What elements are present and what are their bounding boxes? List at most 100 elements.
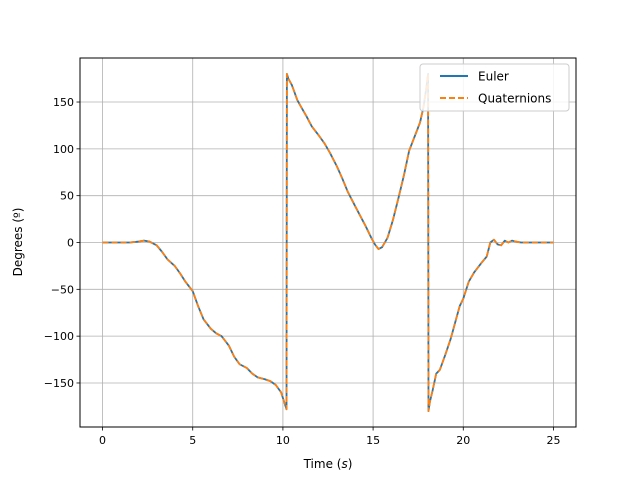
data-point (416, 132, 417, 133)
data-point (365, 226, 366, 227)
data-point (156, 245, 157, 246)
data-point (319, 135, 320, 136)
y-tick-label: 0 (67, 237, 74, 250)
data-point (360, 216, 361, 217)
data-point (228, 345, 229, 346)
data-point (428, 411, 429, 412)
data-point (494, 239, 495, 240)
data-point (508, 242, 509, 243)
data-point (439, 369, 440, 370)
data-point (306, 116, 307, 117)
data-point (297, 100, 298, 101)
gridlines (80, 58, 576, 427)
data-point (111, 242, 112, 243)
data-point (553, 242, 554, 243)
data-point (198, 306, 199, 307)
data-point (403, 176, 404, 177)
data-point (324, 143, 325, 144)
data-point (474, 272, 475, 273)
data-point (284, 403, 285, 404)
data-point (246, 368, 247, 369)
data-point (292, 85, 293, 86)
data-point (301, 106, 302, 107)
data-point (257, 377, 258, 378)
data-point (162, 251, 163, 252)
data-point (120, 242, 121, 243)
data-point (378, 249, 379, 250)
data-point (420, 122, 421, 123)
data-point (342, 178, 343, 179)
data-point (526, 242, 527, 243)
y-tick-label: −150 (44, 377, 74, 390)
data-point (216, 333, 217, 334)
data-point (221, 336, 222, 337)
data-point (203, 319, 204, 320)
data-point (144, 240, 145, 241)
data-point (544, 242, 545, 243)
data-point (270, 381, 271, 382)
data-point (185, 281, 186, 282)
data-point (459, 306, 460, 307)
data-point (239, 364, 240, 365)
data-point (512, 240, 513, 241)
data-point (174, 266, 175, 267)
x-tick-label: 10 (276, 434, 290, 447)
data-point (252, 373, 253, 374)
data-point (501, 245, 502, 246)
series-layer (102, 73, 554, 412)
data-point (481, 263, 482, 264)
x-tick-label: 15 (366, 434, 380, 447)
data-point (504, 240, 505, 241)
legend-euler-label: Euler (478, 70, 509, 84)
data-point (281, 392, 282, 393)
series-quaternions (102, 73, 554, 412)
data-point (486, 256, 487, 257)
x-axis-label: Time (s) (303, 457, 353, 471)
x-tick-label: 25 (546, 434, 560, 447)
data-point (371, 237, 372, 238)
y-tick-label: −50 (51, 283, 74, 296)
data-point (329, 152, 330, 153)
data-point (535, 242, 536, 243)
data-point (497, 244, 498, 245)
data-point (432, 390, 433, 391)
y-tick-label: 100 (53, 143, 74, 156)
data-point (286, 409, 287, 410)
data-point (515, 241, 516, 242)
data-point (456, 319, 457, 320)
x-tick-label: 20 (456, 434, 470, 447)
data-point (463, 298, 464, 299)
y-tick-label: −100 (44, 330, 74, 343)
data-point (436, 373, 437, 374)
data-point (275, 384, 276, 385)
legend: Euler Quaternions (419, 63, 570, 112)
data-point (337, 166, 338, 167)
data-point (398, 198, 399, 199)
data-point (412, 141, 413, 142)
data-point (347, 192, 348, 193)
data-point (180, 273, 181, 274)
data-point (167, 259, 168, 260)
x-tick-label: 0 (99, 434, 106, 447)
data-point (450, 339, 451, 340)
data-point (129, 242, 130, 243)
data-point (102, 242, 103, 243)
data-point (393, 220, 394, 221)
data-point (387, 237, 388, 238)
data-point (409, 150, 410, 151)
y-tick-label: 150 (53, 96, 74, 109)
data-point (521, 242, 522, 243)
x-tick-label: 5 (189, 434, 196, 447)
data-point (138, 241, 139, 242)
data-point (210, 328, 211, 329)
data-point (149, 241, 150, 242)
data-point (355, 206, 356, 207)
data-point (430, 401, 431, 402)
data-point (288, 78, 289, 79)
data-point (468, 281, 469, 282)
data-point (264, 379, 265, 380)
legend-quaternions-label: Quaternions (478, 92, 551, 106)
y-axis-label: Degrees (º) (11, 208, 25, 277)
x-axis-ticks: 0 5 10 15 20 25 (99, 427, 560, 447)
